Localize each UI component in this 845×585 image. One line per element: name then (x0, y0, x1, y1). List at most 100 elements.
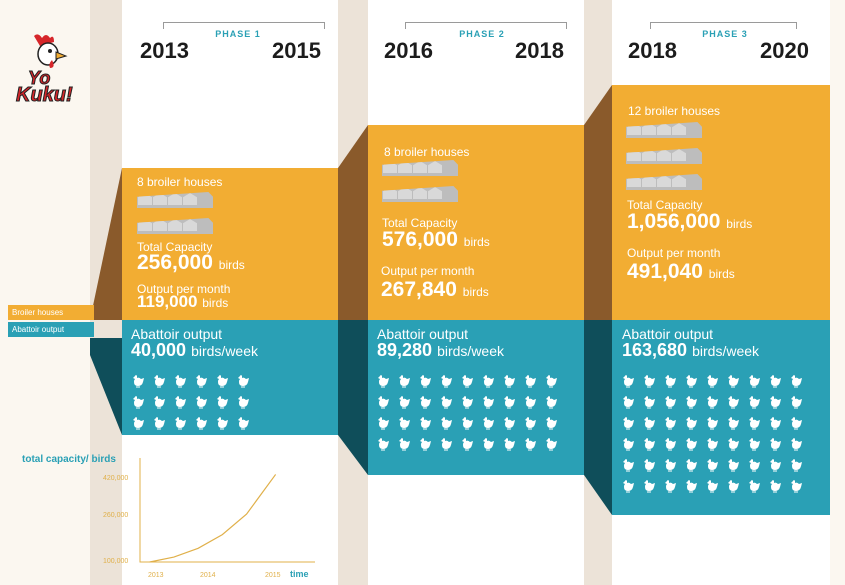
phase-3-abattoir-value: 163,680 (622, 340, 688, 360)
phase-2-capacity-label: Total Capacity (382, 216, 458, 230)
broiler-house-icon (153, 193, 167, 205)
chicken-icon (764, 391, 785, 412)
chicken-icon (211, 370, 232, 391)
phase-3-capacity-unit: birds (726, 217, 753, 231)
chicken-icon (764, 433, 785, 454)
phase-3-abattoir-label: Abattoir output (622, 326, 714, 342)
chicken-icon (764, 412, 785, 433)
chicken-icon (393, 433, 414, 454)
chicken-icon (211, 391, 232, 412)
chicken-icon (701, 370, 722, 391)
chart-title: total capacity/ birds (22, 454, 116, 465)
chicken-icon (680, 391, 701, 412)
chicken-icon (722, 433, 743, 454)
phase-1-abattoir-unit: birds/week (191, 343, 258, 359)
connector-teal-1 (338, 320, 368, 475)
logo-text-line2: Kuku! (16, 84, 74, 107)
chicken-icon (372, 433, 393, 454)
chicken-icon (785, 433, 806, 454)
chicken-icon (617, 433, 638, 454)
phase-3-houses-text: 12 broiler houses (628, 104, 721, 118)
chicken-icon (764, 475, 785, 496)
chicken-icon (477, 433, 498, 454)
house-row (626, 148, 702, 164)
chicken-icon (372, 370, 393, 391)
connector-orange-1 (338, 125, 368, 320)
phase-3-abattoir-unit: birds/week (692, 343, 760, 359)
y-tick-0: 100,000 (103, 558, 129, 565)
phase-2-abattoir-unit: birds/week (437, 343, 504, 359)
broiler-house-icon (383, 161, 397, 173)
phase-3-houses (626, 122, 702, 200)
chicken-icon (743, 433, 764, 454)
x-tick-1: 2014 (200, 572, 216, 579)
phase-1-output-label: Output per month (137, 282, 231, 296)
chicken-icon (680, 412, 701, 433)
broiler-house-icon (168, 219, 182, 231)
phase-1-capacity-label: Total Capacity (137, 240, 213, 254)
chicken-icon (148, 412, 169, 433)
chicken-icon (722, 475, 743, 496)
chicken-icon (617, 412, 638, 433)
phase-2-bracket (405, 22, 567, 29)
chicken-icon (519, 391, 540, 412)
phase-1-bracket (163, 22, 325, 29)
chart-axes (139, 458, 315, 563)
phase-2-label: PHASE 2 (459, 29, 505, 39)
chicken-icon (232, 391, 253, 412)
x-tick-0: 2013 (148, 572, 164, 579)
chicken-icon (498, 412, 519, 433)
broiler-house-icon (138, 219, 152, 231)
legend-abattoir-output: Abattoir output (8, 322, 94, 337)
chicken-icon (680, 370, 701, 391)
connector-orange-0 (90, 168, 122, 320)
chicken-icon (540, 370, 561, 391)
phase-2-houses-text: 8 broiler houses (384, 145, 470, 159)
phase-1-output-value: 119,000 (137, 292, 198, 311)
chicken-icon (190, 412, 211, 433)
chicken-icon (785, 391, 806, 412)
chicken-icon (638, 391, 659, 412)
chicken-icon (540, 391, 561, 412)
chicken-icon (211, 412, 232, 433)
chicken-icon (638, 412, 659, 433)
phase-1-year-start: 2013 (140, 38, 189, 63)
broiler-house-icon (398, 187, 412, 199)
phase-3-output-value: 491,040 (627, 260, 703, 283)
chicken-icon (659, 370, 680, 391)
phase-2-output-label: Output per month (381, 264, 475, 278)
broiler-house-icon (398, 161, 412, 173)
broiler-house-icon (153, 219, 167, 231)
x-tick-2: 2015 (265, 572, 281, 579)
phase-2-year-end: 2018 (515, 38, 564, 63)
phase-3-broiler-panel (612, 85, 830, 320)
chicken-icon (519, 433, 540, 454)
chicken-icon (540, 412, 561, 433)
broiler-house-icon (413, 187, 427, 199)
phase-2-output-unit: birds (462, 285, 489, 299)
chicken-icon (659, 454, 680, 475)
chicken-icon (701, 433, 722, 454)
chicken-icon (659, 433, 680, 454)
chicken-icon (519, 412, 540, 433)
chicken-icon (190, 391, 211, 412)
y-tick-1: 260,000 (103, 512, 129, 519)
chicken-icon (435, 370, 456, 391)
phase-1-broiler-panel (122, 168, 338, 320)
connector-teal-2 (584, 320, 612, 515)
chicken-icon (498, 433, 519, 454)
phase-1-houses-text: 8 broiler houses (137, 175, 223, 189)
broiler-house-icon (413, 161, 427, 173)
broiler-house-icon (627, 175, 641, 187)
chicken-icon (435, 391, 456, 412)
house-row (137, 192, 213, 208)
chicken-icon (722, 370, 743, 391)
chicken-icon (127, 412, 148, 433)
phase-1-abattoir-label: Abattoir output (131, 326, 223, 342)
chicken-icon (393, 370, 414, 391)
chicken-icon (477, 412, 498, 433)
chicken-icon (456, 433, 477, 454)
broiler-house-icon (428, 187, 442, 199)
chicken-icon (680, 475, 701, 496)
